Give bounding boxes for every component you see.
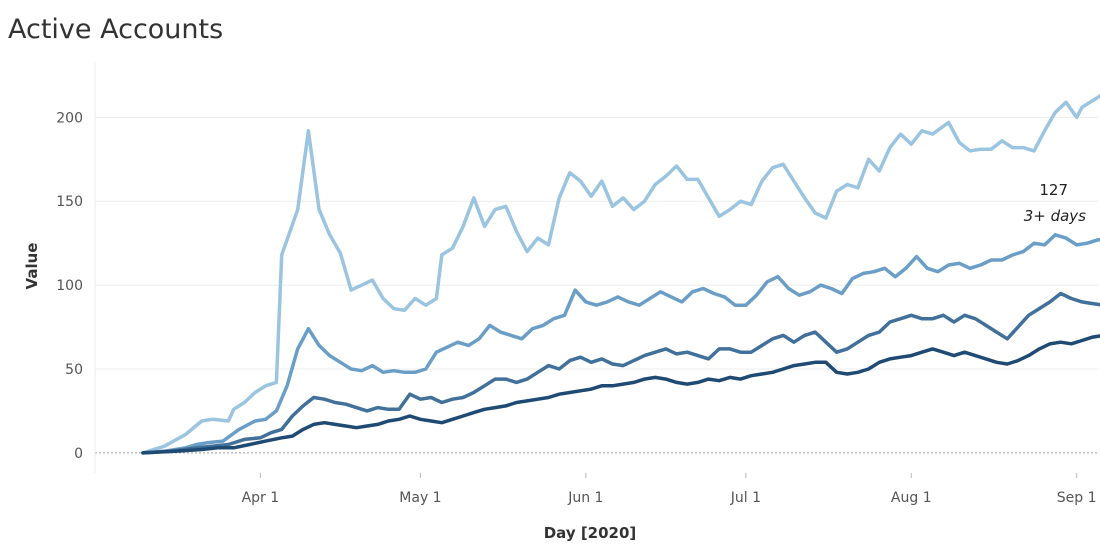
annotation-label: 3+ days <box>1024 207 1086 225</box>
x-axis-title: Day [2020] <box>544 524 637 542</box>
chart-title: Active Accounts <box>8 14 224 45</box>
y-tick-label: 200 <box>56 110 83 126</box>
annotation-value: 127 <box>1039 181 1068 199</box>
x-tick-label: Jul 1 <box>730 490 761 506</box>
x-tick-label: Apr 1 <box>242 490 280 506</box>
series-line-3 <box>141 291 1100 455</box>
x-tick-label: Aug 1 <box>891 490 932 506</box>
series-line-1 <box>141 93 1100 455</box>
x-tick-label: Jun 1 <box>567 490 603 506</box>
x-axis-ticks: Apr 1 May 1 Jun 1 Jul 1 Aug 1 Sep 1 <box>242 473 1097 506</box>
y-tick-label: 50 <box>65 362 83 378</box>
series-line-2 <box>141 233 1100 455</box>
y-tick-label: 0 <box>74 446 83 462</box>
series-lines <box>141 93 1100 455</box>
series-line-4 <box>141 334 1100 455</box>
y-axis-ticks: 0 50 100 150 200 <box>56 110 83 462</box>
y-axis-title: Value <box>23 243 41 290</box>
gridlines <box>94 62 1098 473</box>
x-tick-label: Sep 1 <box>1057 490 1097 506</box>
y-tick-label: 150 <box>56 194 83 210</box>
y-tick-label: 100 <box>56 278 83 294</box>
x-tick-label: May 1 <box>399 490 441 506</box>
